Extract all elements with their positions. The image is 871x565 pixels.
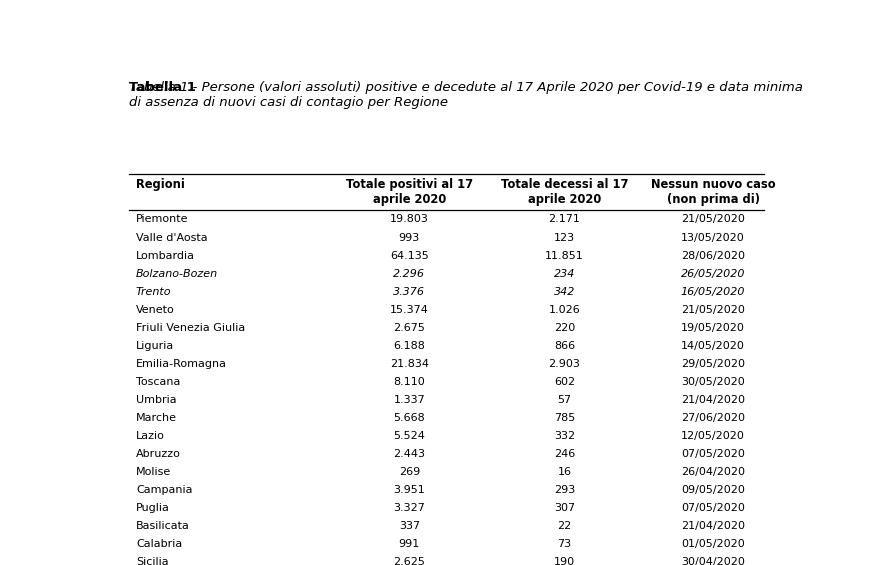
Text: 07/05/2020: 07/05/2020 [681,449,745,459]
Text: 26/05/2020: 26/05/2020 [681,268,746,279]
Text: 3.951: 3.951 [394,485,425,496]
Text: 28/06/2020: 28/06/2020 [681,250,745,260]
Text: Emilia-Romagna: Emilia-Romagna [136,359,226,369]
Text: 3.376: 3.376 [394,286,425,297]
Text: Marche: Marche [136,413,177,423]
Text: Puglia: Puglia [136,503,170,514]
Text: 220: 220 [554,323,575,333]
Text: 21/05/2020: 21/05/2020 [681,215,745,224]
Text: Campania: Campania [136,485,192,496]
Text: 234: 234 [554,268,575,279]
Text: 11.851: 11.851 [545,250,584,260]
Text: 307: 307 [554,503,575,514]
Text: Bolzano-Bozen: Bolzano-Bozen [136,268,218,279]
Text: 29/05/2020: 29/05/2020 [681,359,745,369]
Text: 16/05/2020: 16/05/2020 [681,286,746,297]
Text: 8.110: 8.110 [394,377,425,387]
Text: 16: 16 [557,467,571,477]
Text: 3.327: 3.327 [394,503,425,514]
Text: 190: 190 [554,558,575,565]
Text: 12/05/2020: 12/05/2020 [681,431,745,441]
Text: 19/05/2020: 19/05/2020 [681,323,745,333]
Text: 342: 342 [554,286,575,297]
Text: 2.171: 2.171 [549,215,580,224]
Text: 21/04/2020: 21/04/2020 [681,395,745,405]
Text: 866: 866 [554,341,575,351]
Text: 991: 991 [399,540,420,549]
Text: 64.135: 64.135 [390,250,429,260]
Text: 26/04/2020: 26/04/2020 [681,467,745,477]
Text: 293: 293 [554,485,575,496]
Text: Calabria: Calabria [136,540,182,549]
Text: 09/05/2020: 09/05/2020 [681,485,745,496]
Text: 785: 785 [554,413,575,423]
Text: Piemonte: Piemonte [136,215,188,224]
Text: Basilicata: Basilicata [136,521,190,531]
Text: 1.337: 1.337 [394,395,425,405]
Text: 14/05/2020: 14/05/2020 [681,341,745,351]
Text: 73: 73 [557,540,571,549]
Text: 2.625: 2.625 [394,558,425,565]
Text: 57: 57 [557,395,571,405]
Text: 269: 269 [399,467,420,477]
Text: 30/05/2020: 30/05/2020 [681,377,745,387]
Text: Abruzzo: Abruzzo [136,449,181,459]
Text: Trento: Trento [136,286,172,297]
Text: 602: 602 [554,377,575,387]
Text: Tabella 1: Tabella 1 [129,81,196,94]
Text: 21.834: 21.834 [389,359,429,369]
Text: Lombardia: Lombardia [136,250,195,260]
Text: Liguria: Liguria [136,341,174,351]
Text: 21/05/2020: 21/05/2020 [681,305,745,315]
Text: Valle d'Aosta: Valle d'Aosta [136,233,207,242]
Text: 993: 993 [399,233,420,242]
Text: Nessun nuovo caso
(non prima di): Nessun nuovo caso (non prima di) [651,178,775,206]
Text: Tabella 1 - Persone (valori assoluti) positive e decedute al 17 Aprile 2020 per : Tabella 1 - Persone (valori assoluti) po… [129,81,803,109]
Text: 2.675: 2.675 [394,323,425,333]
Text: 5.524: 5.524 [394,431,425,441]
Text: 22: 22 [557,521,571,531]
Text: 27/06/2020: 27/06/2020 [681,413,745,423]
Text: 21/04/2020: 21/04/2020 [681,521,745,531]
Text: 1.026: 1.026 [549,305,580,315]
Text: 30/04/2020: 30/04/2020 [681,558,745,565]
Text: Molise: Molise [136,467,171,477]
Text: Regioni: Regioni [136,178,185,191]
Text: Lazio: Lazio [136,431,165,441]
Text: Sicilia: Sicilia [136,558,168,565]
Text: 337: 337 [399,521,420,531]
Text: 6.188: 6.188 [394,341,425,351]
Text: Toscana: Toscana [136,377,180,387]
Text: 2.903: 2.903 [549,359,580,369]
Text: 5.668: 5.668 [394,413,425,423]
Text: 246: 246 [554,449,575,459]
Text: 13/05/2020: 13/05/2020 [681,233,745,242]
Text: 15.374: 15.374 [390,305,429,315]
Text: 19.803: 19.803 [390,215,429,224]
Text: 07/05/2020: 07/05/2020 [681,503,745,514]
Text: Friuli Venezia Giulia: Friuli Venezia Giulia [136,323,245,333]
Text: 01/05/2020: 01/05/2020 [681,540,745,549]
Text: 332: 332 [554,431,575,441]
Text: Umbria: Umbria [136,395,177,405]
Text: Totale decessi al 17
aprile 2020: Totale decessi al 17 aprile 2020 [501,178,628,206]
Text: Veneto: Veneto [136,305,174,315]
Text: 2.443: 2.443 [394,449,425,459]
Text: Totale positivi al 17
aprile 2020: Totale positivi al 17 aprile 2020 [346,178,473,206]
Text: 2.296: 2.296 [394,268,425,279]
Text: 123: 123 [554,233,575,242]
